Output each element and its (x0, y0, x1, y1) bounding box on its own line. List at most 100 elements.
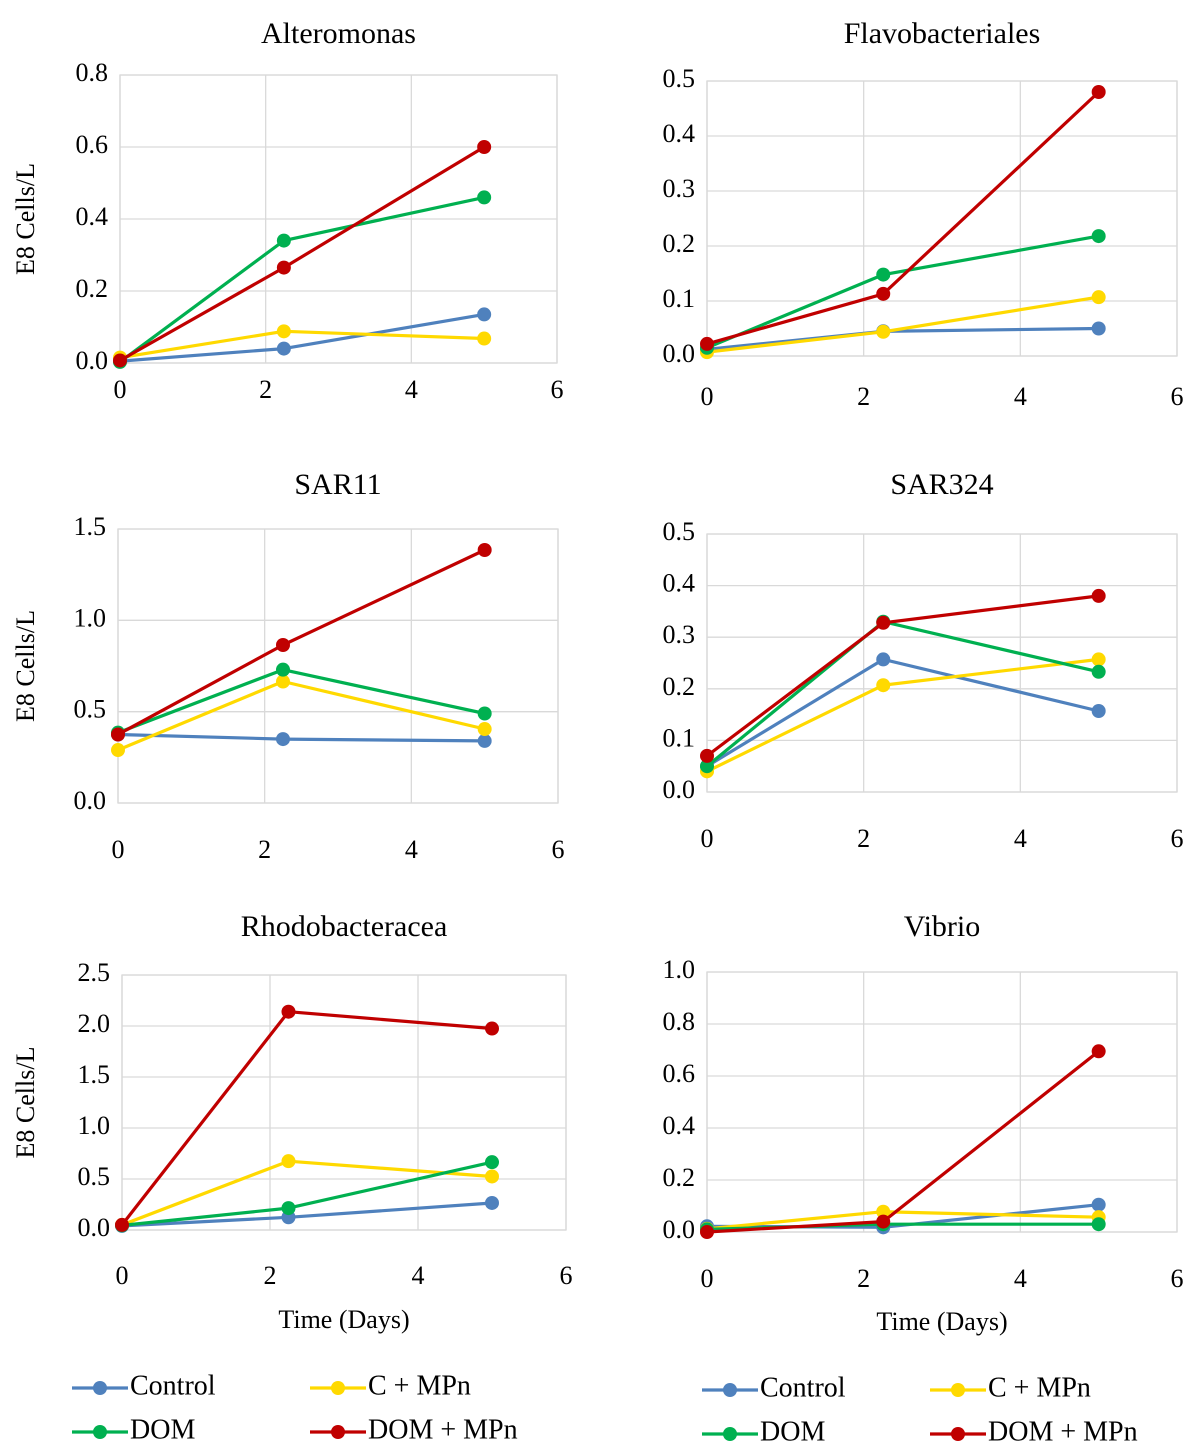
legend-swatch-marker (93, 1425, 107, 1439)
y-tick-label: 1.5 (74, 512, 107, 541)
x-tick-label: 2 (259, 375, 272, 404)
legend-entry: Control (72, 1370, 216, 1401)
x-tick-label: 2 (258, 835, 271, 864)
y-tick-label: 0.5 (663, 64, 696, 93)
x-tick-label: 0 (701, 1264, 714, 1293)
data-point (276, 260, 291, 275)
data-point (876, 1214, 891, 1229)
chart-panel-6: Vibrio 0.0 0.2 0.4 0.6 0.8 1.0 0 2 4 6 Time (Days) (663, 910, 1184, 1336)
plot-frame (706, 533, 1178, 793)
data-point (700, 748, 714, 763)
x-tick-label: 4 (405, 835, 418, 864)
x-axis-label: Time (Days) (278, 1305, 409, 1334)
data-point (477, 543, 492, 558)
x-tick-label: 2 (857, 1264, 870, 1293)
y-tick-label: 0.4 (76, 202, 109, 231)
data-point (276, 233, 291, 248)
chart-title: Flavobacteriales (844, 17, 1041, 50)
data-point (477, 331, 492, 346)
legend-entry: C + MPn (310, 1370, 471, 1401)
x-tick-label: 2 (857, 824, 870, 853)
data-point (276, 341, 291, 356)
series-line-dom-mpn (705, 1049, 1101, 1234)
y-axis-label: E8 Cells/L (11, 610, 40, 722)
data-point (281, 1154, 296, 1169)
data-point (700, 336, 714, 351)
plot-frame (706, 971, 1178, 1233)
data-point (276, 732, 290, 747)
y-tick-label: 1.0 (78, 1111, 111, 1140)
y-tick-label: 0.2 (663, 1163, 696, 1192)
data-point (276, 637, 290, 652)
legend-swatch-marker (723, 1383, 737, 1397)
y-tick-label: 0.1 (663, 723, 696, 752)
x-axis-label: Time (Days) (876, 1307, 1007, 1336)
data-point (1091, 652, 1106, 667)
series-line-dom (116, 668, 487, 735)
legend-swatch-marker (93, 1381, 107, 1395)
chart-panel-4: SAR324 0.0 0.1 0.2 0.3 0.4 0.5 0 2 4 6 (663, 468, 1184, 853)
legend-label: DOM + MPn (368, 1414, 518, 1445)
data-point (281, 1201, 296, 1216)
chart-panel-1: Alteromonas 0.0 0.2 0.4 0.6 0.8 0 2 4 6 E8 Cells/L (11, 17, 564, 404)
plot-frame (706, 80, 1178, 357)
legend-label: Control (130, 1370, 216, 1401)
data-point (1091, 290, 1106, 305)
data-point (276, 324, 291, 339)
x-tick-label: 6 (551, 375, 564, 404)
x-tick-label: 0 (112, 835, 125, 864)
data-point (876, 267, 891, 282)
x-tick-label: 0 (701, 382, 714, 411)
y-tick-label: 0.3 (663, 174, 696, 203)
data-point (477, 706, 492, 721)
data-point (485, 1195, 499, 1210)
legend-label: DOM (760, 1416, 825, 1447)
x-tick-label: 6 (1171, 1264, 1184, 1293)
data-point (276, 662, 290, 677)
x-tick-label: 4 (1014, 824, 1027, 853)
y-axis-label: E8 Cells/L (11, 1047, 40, 1159)
y-tick-label: 0.4 (663, 119, 696, 148)
chart-panel-2: Flavobacteriales 0.0 0.1 0.2 0.3 0.4 0.5 0 2 4 6 (663, 17, 1184, 411)
x-tick-label: 4 (1014, 1264, 1027, 1293)
y-tick-label: 0.0 (76, 346, 109, 375)
data-point (876, 324, 891, 339)
plot-frame (119, 74, 558, 364)
y-tick-label: 2.5 (78, 958, 111, 987)
x-tick-label: 0 (701, 824, 714, 853)
x-tick-label: 4 (405, 375, 418, 404)
data-point (477, 140, 492, 154)
data-point (1091, 703, 1106, 718)
legend-swatch-marker (723, 1427, 737, 1441)
data-point (876, 652, 891, 667)
y-tick-label: 0.0 (78, 1213, 111, 1242)
chart-title: Vibrio (904, 910, 981, 943)
x-tick-label: 4 (412, 1261, 425, 1290)
data-point (700, 759, 714, 774)
series-line-dom (705, 620, 1101, 768)
series-line-dom-mpn (116, 548, 487, 737)
x-tick-label: 6 (560, 1261, 573, 1290)
data-point (485, 1021, 499, 1036)
data-point (876, 615, 891, 630)
plot-frame (117, 528, 559, 804)
y-tick-label: 0.2 (76, 274, 109, 303)
x-tick-label: 0 (114, 375, 127, 404)
y-tick-label: 0.6 (663, 1059, 696, 1088)
y-tick-label: 0.5 (74, 695, 107, 724)
series-line-c-mpn (705, 657, 1101, 774)
x-tick-label: 6 (1171, 382, 1184, 411)
data-point (477, 722, 492, 737)
legend-bottom-left: Control C + MPn DOM DOM + MPn (72, 1370, 518, 1445)
x-tick-label: 2 (857, 382, 870, 411)
data-point (281, 1004, 296, 1019)
data-point (485, 1169, 499, 1184)
data-point (1091, 664, 1106, 679)
legend-label: Control (760, 1372, 846, 1403)
legend-label: DOM (130, 1414, 195, 1445)
chart-title: Rhodobacteracea (241, 910, 448, 943)
y-axis-label: E8 Cells/L (11, 163, 40, 275)
y-tick-label: 1.0 (663, 955, 696, 984)
y-tick-label: 0.0 (663, 339, 696, 368)
